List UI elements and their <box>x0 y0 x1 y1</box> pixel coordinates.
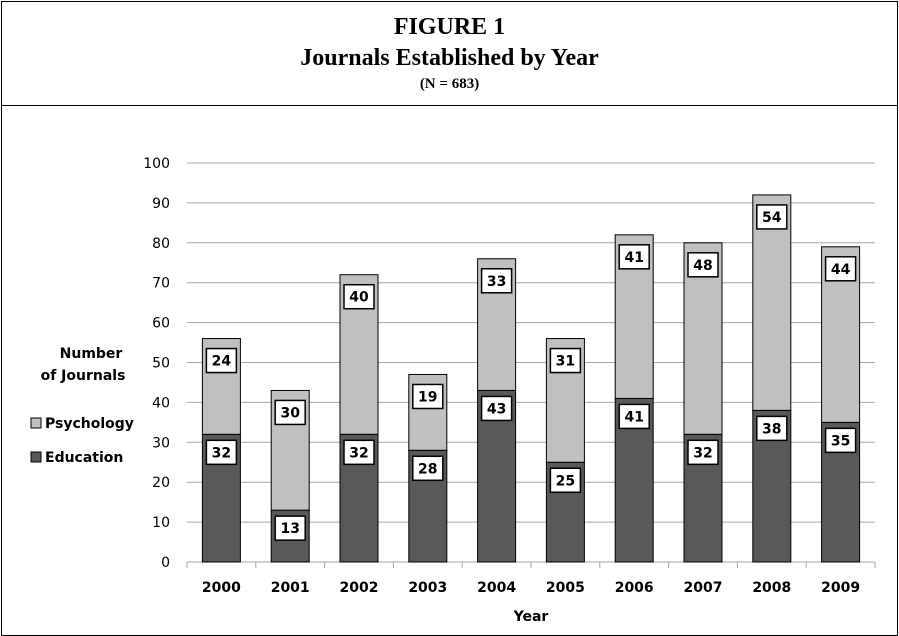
data-label-education: 41 <box>624 409 643 425</box>
x-axis-title: Year <box>513 609 549 625</box>
data-label-box <box>824 256 857 282</box>
data-label-education: 32 <box>693 445 712 461</box>
x-tick-label: 2008 <box>752 580 791 596</box>
data-label-psychology: 44 <box>831 262 851 278</box>
x-tick-label: 2000 <box>202 580 241 596</box>
y-tick-label: 10 <box>152 515 170 531</box>
y-tick-label: 100 <box>143 156 170 172</box>
legend-label: Psychology <box>45 416 134 432</box>
data-label-box <box>618 244 650 270</box>
y-tick-label: 70 <box>152 276 170 292</box>
data-label-box <box>687 252 719 278</box>
data-label-psychology: 19 <box>418 389 437 405</box>
data-label-box <box>205 347 238 374</box>
data-label-psychology: 48 <box>693 258 712 274</box>
y-tick-label: 50 <box>152 356 170 372</box>
figure-title: Journals Established by Year <box>300 45 599 71</box>
data-label-box <box>549 467 582 493</box>
data-label-box <box>480 268 513 294</box>
figure-label: FIGURE 1 <box>393 14 506 40</box>
x-tick-label: 2006 <box>615 580 654 596</box>
y-axis-title-line2: of Journals <box>41 368 126 384</box>
data-label-education: 43 <box>487 401 506 417</box>
bar-psychology <box>752 194 792 411</box>
data-label-psychology: 40 <box>349 290 369 306</box>
data-label-box <box>412 455 444 482</box>
data-label-box <box>274 399 306 426</box>
x-tick-label: 2009 <box>821 580 860 596</box>
data-label-psychology: 30 <box>280 405 300 421</box>
y-tick-label: 0 <box>161 555 170 571</box>
y-tick-label: 90 <box>152 196 170 212</box>
data-label-education: 38 <box>762 421 781 437</box>
data-label-education: 32 <box>212 445 231 461</box>
x-tick-label: 2007 <box>684 580 723 596</box>
y-tick-label: 20 <box>152 475 170 491</box>
y-tick-label: 30 <box>152 435 170 451</box>
data-label-education: 13 <box>280 521 299 537</box>
figure-header: FIGURE 1 Journals Established by Year (N… <box>2 2 897 106</box>
data-label-box <box>756 415 788 442</box>
data-label-psychology: 54 <box>762 210 782 226</box>
y-tick-label: 60 <box>152 316 170 332</box>
figure-subtitle: (N = 683) <box>419 76 480 92</box>
data-label-education: 32 <box>349 445 368 461</box>
data-label-psychology: 41 <box>624 250 643 266</box>
data-label-education: 35 <box>831 433 850 449</box>
data-label-box <box>343 439 375 466</box>
data-label-box <box>618 403 650 430</box>
data-label-box <box>549 347 582 374</box>
data-label-box <box>274 515 306 541</box>
data-label-education: 25 <box>556 473 575 489</box>
x-tick-label: 2004 <box>477 580 516 596</box>
data-label-box <box>824 427 857 454</box>
data-label-education: 28 <box>418 461 437 477</box>
y-tick-label: 80 <box>152 236 170 252</box>
x-tick-label: 2001 <box>271 580 310 596</box>
y-axis-title-line1: Number <box>60 346 123 362</box>
data-label-psychology: 31 <box>556 354 575 370</box>
legend-swatch <box>30 417 42 429</box>
legend-label: Education <box>45 450 123 466</box>
y-tick-label: 40 <box>152 395 170 411</box>
legend-swatch <box>30 451 42 463</box>
data-label-psychology: 24 <box>212 354 232 370</box>
x-tick-label: 2005 <box>546 580 585 596</box>
data-label-box <box>480 395 513 422</box>
x-tick-label: 2003 <box>408 580 447 596</box>
data-label-psychology: 33 <box>487 274 506 290</box>
data-label-box <box>756 204 788 230</box>
data-label-box <box>343 283 375 310</box>
data-label-box <box>205 439 238 466</box>
data-label-box <box>687 439 719 466</box>
data-label-box <box>412 383 444 410</box>
x-tick-label: 2002 <box>340 580 379 596</box>
